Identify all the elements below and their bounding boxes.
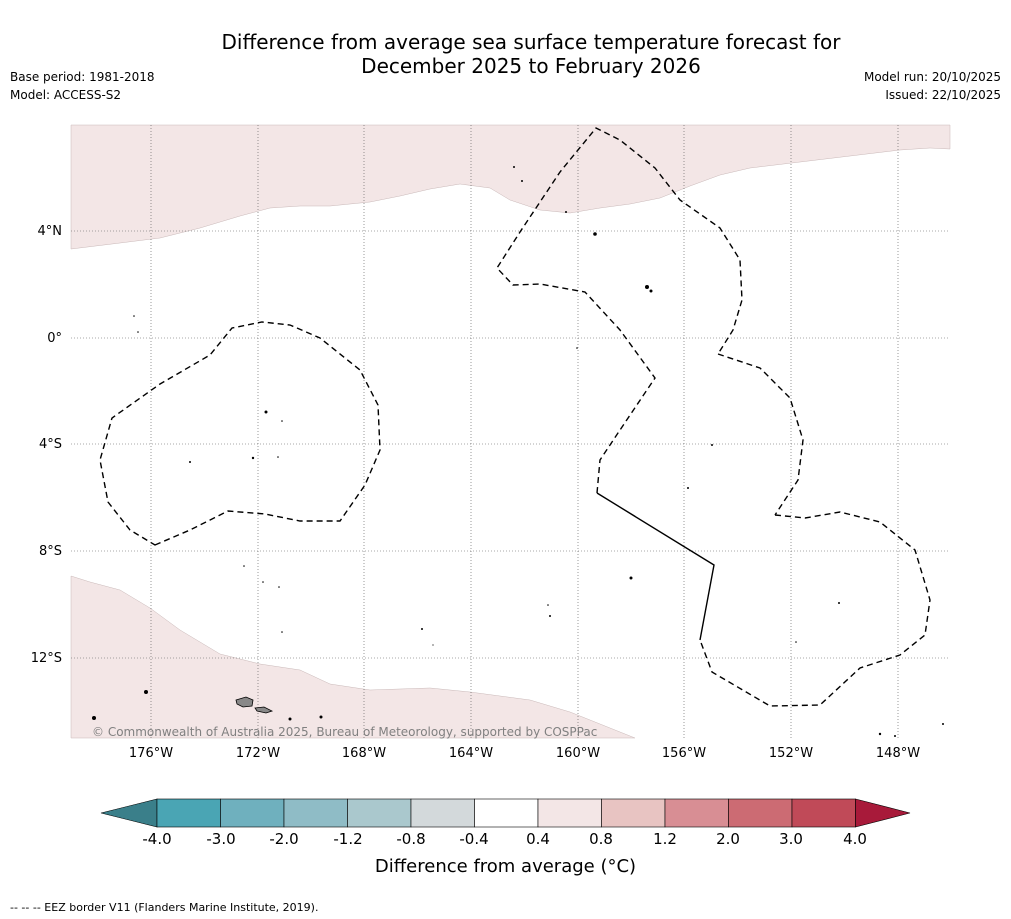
eez-legend-note: -- -- -- EEZ border V11 (Flanders Marine…	[10, 901, 319, 914]
model-name: Model: ACCESS-S2	[10, 88, 122, 102]
lon-label-168w: 168°W	[341, 746, 387, 761]
colorbar-extend-low	[100, 798, 158, 828]
colorbar-tick: -2.0	[269, 830, 299, 848]
colorbar-tick: -0.4	[459, 830, 489, 848]
title-line-2: December 2025 to February 2026	[361, 54, 701, 78]
colorbar-segment	[156, 798, 221, 828]
lat-label-4n: 4°N	[37, 224, 63, 239]
meta-left: Base period: 1981-2018 Model: ACCESS-S2	[10, 68, 155, 104]
colorbar-tick: 1.2	[653, 830, 677, 848]
colorbar-segment	[728, 798, 793, 828]
colorbar-segment	[664, 798, 729, 828]
eez-tokelau	[99, 321, 381, 546]
colorbar-tick: -3.0	[206, 830, 236, 848]
copyright-notice: © Commonwealth of Australia 2025, Bureau…	[92, 725, 598, 739]
title-line-1: Difference from average sea surface temp…	[221, 30, 841, 54]
eez-solid-border	[596, 492, 715, 641]
colorbar-tick: -1.2	[333, 830, 363, 848]
colorbar-tick: -4.0	[142, 830, 172, 848]
islands	[92, 166, 944, 737]
eez-line-islands-north	[496, 127, 743, 494]
colorbar-segment	[347, 798, 412, 828]
colorbar-tick: 4.0	[843, 830, 867, 848]
lat-label-8s: 8°S	[38, 544, 62, 559]
colorbar-extend-high	[855, 798, 911, 828]
lon-label-176w: 176°W	[128, 746, 174, 761]
colorbar-label: Difference from average (°C)	[374, 856, 637, 877]
samoa-island-savaii	[235, 696, 254, 708]
anomaly-region-north	[70, 124, 951, 250]
colorbar-segment	[474, 798, 539, 828]
colorbar-segment	[220, 798, 285, 828]
colorbar	[100, 798, 911, 828]
eez-line-islands-lower	[699, 511, 931, 707]
lat-label-0: 0°	[47, 331, 62, 346]
ocean-background	[71, 125, 950, 738]
model-run: Model run: 20/10/2025	[863, 70, 1001, 84]
colorbar-tick: 3.0	[779, 830, 803, 848]
lon-label-160w: 160°W	[555, 746, 601, 761]
colorbar-tick: -0.8	[396, 830, 426, 848]
meta-right: Model run: 20/10/2025 Issued: 22/10/2025	[864, 68, 1001, 104]
anomaly-region-south	[70, 575, 636, 739]
eez-borders	[99, 127, 931, 707]
colorbar-segment	[601, 798, 666, 828]
lon-label-172w: 172°W	[235, 746, 281, 761]
colorbar-tick: 0.8	[589, 830, 613, 848]
colorbar-segment	[537, 798, 602, 828]
colorbar-segment	[283, 798, 348, 828]
base-period: Base period: 1981-2018	[10, 70, 155, 84]
samoa-island-upolu	[254, 706, 274, 714]
lat-label-4s: 4°S	[38, 437, 62, 452]
colorbar-tick: 2.0	[716, 830, 740, 848]
lon-label-148w: 148°W	[875, 746, 921, 761]
colorbar-segment	[410, 798, 475, 828]
colorbar-segment	[791, 798, 856, 828]
chart-title: Difference from average sea surface temp…	[0, 30, 1011, 78]
gridlines	[71, 125, 950, 738]
lon-label-156w: 156°W	[661, 746, 707, 761]
lon-label-152w: 152°W	[768, 746, 814, 761]
issued-date: Issued: 22/10/2025	[885, 88, 1001, 102]
lon-label-164w: 164°W	[448, 746, 494, 761]
colorbar-tick: 0.4	[526, 830, 550, 848]
lat-label-12s: 12°S	[30, 651, 62, 666]
